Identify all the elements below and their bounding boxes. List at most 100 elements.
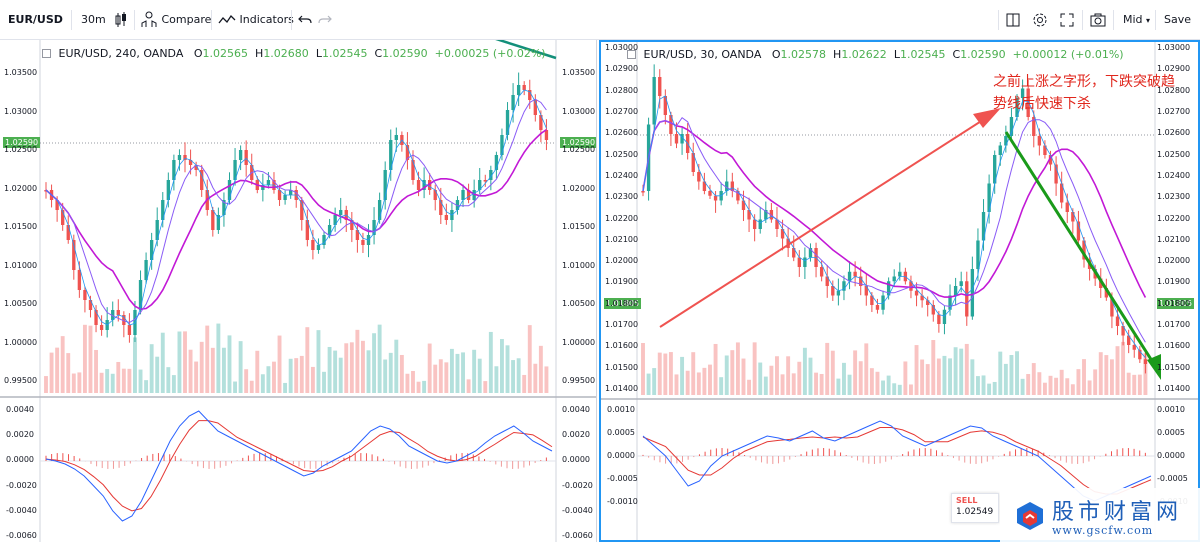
- candle-body: [669, 115, 673, 134]
- volume-bar: [210, 347, 215, 393]
- right-price-right-tick-label: 1.02200: [1157, 213, 1191, 223]
- redo-button[interactable]: [318, 8, 332, 32]
- volume-bar: [188, 349, 193, 393]
- price-type-dropdown[interactable]: Mid ▾: [1123, 8, 1150, 32]
- volume-bar: [322, 371, 326, 393]
- toolbar-divider: [291, 10, 292, 30]
- right-price-right-tick-label: 1.02300: [1157, 192, 1191, 202]
- volume-bar: [388, 352, 393, 393]
- volume-bar: [819, 373, 824, 395]
- left-price-tick-label: 1.02500: [4, 145, 38, 154]
- candle-body: [1121, 326, 1125, 336]
- right-macd-right-tick-label: 0.0010: [1157, 405, 1185, 414]
- candle-body: [433, 190, 437, 200]
- sell-order-box[interactable]: SELL 1.02549: [951, 493, 999, 523]
- candle-body: [658, 77, 662, 96]
- snapshot-button[interactable]: [1090, 8, 1106, 32]
- volume-bar: [735, 342, 740, 395]
- left-chart-pane[interactable]: EUR/USD, 240, OANDA O1.02565 H1.02680 L1…: [0, 40, 597, 542]
- volume-bar: [283, 382, 288, 393]
- symbol-search-button[interactable]: EUR/USD: [8, 13, 63, 26]
- candle-body: [953, 286, 958, 296]
- volume-bar: [149, 344, 154, 393]
- candle-body: [411, 160, 415, 180]
- volume-bar: [752, 342, 757, 395]
- toolbar-divider: [998, 10, 999, 30]
- indicators-button[interactable]: Indicators: [218, 8, 294, 32]
- volume-bar: [696, 372, 701, 395]
- volume-bar: [377, 324, 382, 393]
- volume-bar: [527, 325, 532, 393]
- left-chart-canvas[interactable]: [0, 40, 597, 542]
- interval-button[interactable]: 30m: [81, 13, 106, 26]
- candle-body: [339, 210, 343, 215]
- volume-bar: [144, 380, 149, 393]
- layout-button[interactable]: [1006, 8, 1020, 32]
- volume-bar: [1070, 384, 1075, 395]
- right-macd-tick-label: 0.0010: [607, 405, 635, 414]
- chart-style-button[interactable]: [113, 8, 129, 32]
- volume-bar: [94, 349, 98, 393]
- candle-body: [511, 95, 515, 110]
- volume-bar: [533, 363, 538, 393]
- right-macd-tick-label: -0.0005: [607, 474, 638, 483]
- save-button[interactable]: Save: [1164, 13, 1192, 26]
- volume-bar: [998, 351, 1003, 395]
- right-price-tick-label: 1.02400: [605, 170, 639, 180]
- volume-bar: [987, 383, 992, 395]
- volume-bar: [936, 358, 941, 395]
- volume-bar: [914, 345, 919, 395]
- candle-body: [350, 220, 354, 230]
- volume-bar: [948, 358, 952, 395]
- toolbar-divider: [1113, 10, 1114, 30]
- volume-bar: [466, 379, 471, 393]
- candle-body: [725, 181, 729, 191]
- sell-price: 1.02549: [956, 507, 994, 517]
- volume-bar: [244, 369, 249, 393]
- candle-body: [819, 267, 824, 277]
- candle-body: [383, 170, 387, 200]
- volume-bar: [233, 381, 238, 393]
- candle-body: [500, 135, 504, 155]
- left-price-right-tick-label: 1.01000: [562, 260, 596, 270]
- candle-body: [965, 281, 969, 317]
- volume-bar: [355, 329, 360, 393]
- volume-bar: [1126, 372, 1131, 395]
- right-price-right-tick-label: 1.02700: [1157, 106, 1191, 116]
- settings-button[interactable]: [1032, 8, 1048, 32]
- candle-body: [864, 286, 868, 296]
- volume-bar: [1003, 363, 1008, 395]
- right-chart-pane[interactable]: EUR/USD, 30, OANDA O1.02578 H1.02622 L1.…: [599, 40, 1200, 542]
- right-c-label: C: [952, 48, 961, 61]
- volume-bar: [88, 325, 93, 393]
- candle-body: [641, 191, 645, 193]
- right-o-label: O: [771, 48, 781, 61]
- volume-bar: [741, 358, 746, 395]
- candle-body: [1004, 136, 1008, 146]
- candle-body: [111, 310, 115, 320]
- candle-body: [1115, 316, 1120, 326]
- candle-body: [780, 229, 785, 239]
- candle-body: [1143, 359, 1148, 364]
- candle-body: [1071, 212, 1075, 222]
- left-high-value: 1.02680: [263, 47, 309, 60]
- candle-body: [875, 305, 880, 310]
- volume-bar: [825, 342, 830, 395]
- undo-button[interactable]: [298, 8, 312, 32]
- right-price-tick-label: 1.01900: [605, 277, 639, 287]
- volume-bar: [272, 361, 276, 393]
- volume-bar: [663, 353, 668, 395]
- right-price-right-tick-label: 1.02600: [1157, 128, 1191, 138]
- volume-bar: [110, 373, 115, 393]
- volume-bar: [797, 361, 802, 395]
- volume-bar: [925, 364, 930, 395]
- candle-body: [1037, 136, 1042, 146]
- candle-body: [528, 90, 532, 100]
- compare-button[interactable]: Compare: [140, 8, 211, 32]
- fullscreen-button[interactable]: [1060, 8, 1074, 32]
- macd-line: [642, 420, 1152, 502]
- volume-bar: [438, 359, 443, 393]
- right-price-tick-label: 1.02100: [605, 234, 639, 244]
- toolbar-divider: [134, 10, 135, 30]
- right-chart-canvas[interactable]: [601, 42, 1198, 540]
